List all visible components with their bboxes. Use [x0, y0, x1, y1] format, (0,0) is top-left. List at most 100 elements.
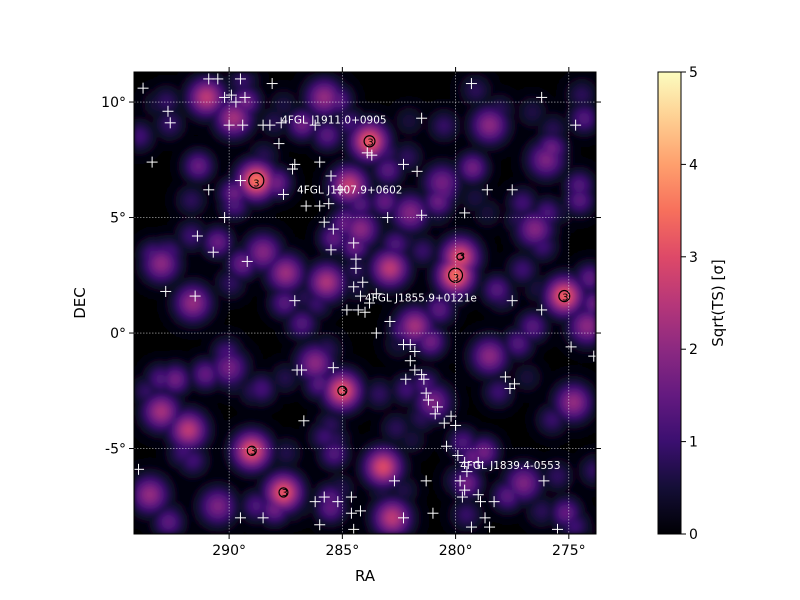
source-marker — [223, 119, 235, 131]
source-marker — [398, 512, 409, 524]
source-marker — [300, 200, 312, 212]
source-marker — [230, 96, 242, 108]
x-tick-label: 290° — [212, 543, 246, 559]
plot-frame — [133, 71, 597, 535]
source-marker — [266, 78, 278, 90]
source-marker — [334, 184, 346, 196]
source-marker — [298, 415, 310, 427]
source-marker — [588, 350, 596, 362]
source-marker — [456, 491, 468, 503]
source-marker — [472, 456, 484, 468]
source-marker — [357, 276, 369, 288]
y-axis-label: DEC — [71, 287, 89, 319]
colorbar-tick-label: 4 — [689, 157, 698, 173]
source-marker — [450, 419, 462, 431]
contour-label: 3 — [341, 386, 347, 397]
source-marker — [481, 184, 493, 196]
source-marker — [570, 119, 582, 131]
contour-label: 3 — [282, 488, 288, 499]
source-marker — [429, 408, 441, 420]
source-marker — [275, 117, 287, 129]
source-marker — [219, 91, 231, 103]
source-marker — [164, 117, 176, 129]
source-marker — [318, 216, 330, 228]
source-marker — [345, 491, 357, 503]
source-marker — [359, 306, 371, 318]
colorbar-label: Sqrt(TS) [σ] — [709, 259, 727, 346]
source-marker — [234, 512, 246, 524]
sources-layer — [134, 73, 596, 534]
source-marker — [137, 82, 149, 94]
source-marker — [454, 475, 466, 487]
source-name-label: 4FGL J1839.4-0553 — [460, 460, 560, 472]
source-marker — [370, 288, 382, 300]
source-marker — [354, 505, 366, 517]
source-marker — [212, 73, 224, 85]
axis-ticks: 290° 285° 280° 275° -5° 0° 5° 10° — [101, 67, 601, 559]
source-marker — [239, 91, 251, 103]
colorbar-frame — [657, 71, 682, 535]
source-marker — [416, 369, 428, 381]
contour-line — [246, 445, 257, 457]
source-marker — [191, 230, 203, 242]
source-marker — [504, 382, 516, 394]
source-marker — [445, 410, 457, 422]
source-marker — [314, 156, 326, 168]
source-marker — [350, 262, 362, 274]
source-name-label: 4FGL J1855.9+0121e — [365, 293, 477, 305]
source-marker — [309, 496, 321, 508]
source-marker — [475, 496, 486, 508]
source-marker — [257, 512, 269, 524]
source-marker — [257, 119, 269, 131]
contour-label: 3 — [562, 293, 568, 304]
source-marker — [314, 519, 326, 531]
colorbar-tick-label: 1 — [689, 435, 698, 451]
source-marker — [388, 475, 400, 487]
contour-line — [248, 172, 265, 189]
source-marker — [479, 512, 491, 524]
source-marker — [318, 491, 330, 503]
x-tick-label: 280° — [439, 543, 473, 559]
source-marker — [323, 198, 335, 210]
source-marker — [332, 496, 344, 508]
source-marker — [296, 364, 308, 376]
source-marker — [160, 285, 172, 297]
source-marker — [366, 149, 378, 161]
source-marker — [273, 138, 285, 150]
source-marker — [354, 290, 366, 302]
source-marker — [418, 373, 430, 385]
source-marker — [289, 158, 301, 170]
source-marker — [488, 496, 500, 508]
source-marker — [411, 165, 423, 177]
source-marker — [552, 523, 563, 534]
source-marker — [348, 523, 360, 534]
source-marker — [459, 207, 471, 219]
source-marker — [452, 449, 464, 461]
source-marker — [499, 371, 511, 383]
source-marker — [484, 521, 496, 533]
colorbar-tick-label: 5 — [689, 65, 698, 81]
source-marker — [341, 304, 353, 316]
source-marker — [427, 507, 439, 519]
source-name-label: 4FGL J1907.9+0602 — [297, 185, 402, 197]
y-tick-label: -5° — [105, 442, 126, 458]
source-marker — [506, 184, 518, 196]
colorbar-ticks: 0 1 2 3 4 5 — [681, 65, 698, 543]
y-tick-label: 10° — [101, 95, 126, 111]
colorbar-tick-label: 2 — [689, 342, 698, 358]
contour-line — [363, 135, 376, 148]
source-marker — [508, 378, 520, 390]
colorbar-tick-label: 3 — [689, 250, 698, 266]
source-marker — [207, 246, 219, 258]
source-marker — [420, 387, 432, 399]
source-name-label: 4FGL J1911.0+0905 — [281, 114, 386, 126]
source-marker — [134, 463, 145, 475]
source-marker — [409, 346, 421, 358]
source-marker — [565, 341, 577, 353]
source-marker — [314, 200, 326, 212]
source-marker — [237, 119, 249, 131]
colorbar: 0 1 2 3 4 5 Sqrt(TS) [σ] — [657, 65, 727, 543]
source-marker — [327, 223, 339, 235]
